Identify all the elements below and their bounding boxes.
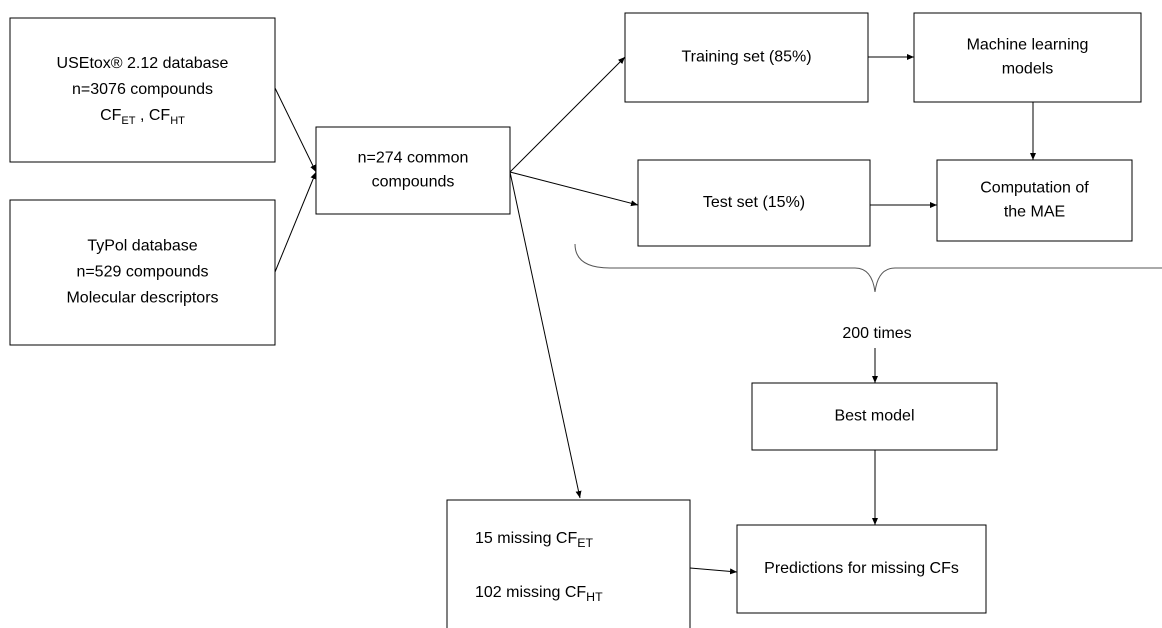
node: Predictions for missing CFs — [736, 524, 987, 614]
node: n=274 common compounds — [315, 126, 511, 215]
node-box — [9, 199, 276, 346]
node-label: Training set (85%) — [681, 49, 811, 66]
node-label: Machine learning — [967, 37, 1089, 54]
label-part: 102 missing CF — [475, 584, 586, 601]
label-part: , CF — [136, 107, 171, 124]
node-label: USEtox® 2.12 database — [57, 55, 229, 72]
node-label: compounds — [372, 174, 455, 191]
node-box — [624, 12, 869, 103]
node-label: n=529 compounds — [76, 264, 208, 281]
node-box — [913, 12, 1142, 103]
node: Best model — [751, 382, 998, 451]
node: USEtox® 2.12 database n=3076 compounds CFE… — [9, 17, 276, 163]
node-label: TyPol database — [87, 238, 197, 255]
subscript: HT — [586, 590, 603, 604]
brace — [574, 243, 1162, 293]
node-label: Molecular descriptors — [66, 290, 218, 307]
arrow — [509, 56, 626, 173]
subscript: HT — [170, 115, 185, 127]
arrow — [274, 171, 317, 273]
node-label: Predictions for missing CFs — [764, 560, 959, 577]
node: Training set (85%) — [624, 12, 869, 103]
node-label: the MAE — [1004, 204, 1065, 221]
arrow — [509, 171, 639, 207]
node: 15 missing CFET 102 missing CFHT — [446, 499, 691, 628]
node-label: 102 missing CFHT — [475, 584, 603, 604]
subscript: ET — [577, 536, 593, 550]
node-box — [936, 159, 1133, 242]
node-box — [315, 126, 511, 215]
node: Test set (15%) — [637, 159, 871, 247]
node-label: Best model — [834, 408, 914, 425]
node: Machine learning models — [913, 12, 1142, 103]
label-part: 15 missing CF — [475, 530, 577, 547]
node-label: models — [1002, 61, 1054, 78]
node-label: n=274 common — [358, 150, 469, 167]
arrow — [274, 87, 317, 173]
node-label: CFET , CFHT — [100, 107, 185, 127]
label-part: CF — [100, 107, 122, 124]
node-box — [637, 159, 871, 247]
node: TyPol database n=529 compounds Molecular d… — [9, 199, 276, 346]
node-label: Test set (15%) — [703, 194, 805, 211]
subscript: ET — [121, 115, 135, 127]
node-box — [9, 17, 276, 163]
node-label: Computation of — [980, 180, 1089, 197]
node-label: n=3076 compounds — [72, 81, 213, 98]
node-box — [446, 499, 691, 628]
repeat-label: 200 times — [842, 325, 911, 342]
arrow — [689, 567, 738, 575]
node-label: 15 missing CFET — [475, 530, 593, 550]
node: Computation of the MAE — [936, 159, 1133, 242]
arrow — [509, 171, 582, 499]
node-box — [751, 382, 998, 451]
connectors — [274, 54, 1162, 575]
node-box — [736, 524, 987, 614]
